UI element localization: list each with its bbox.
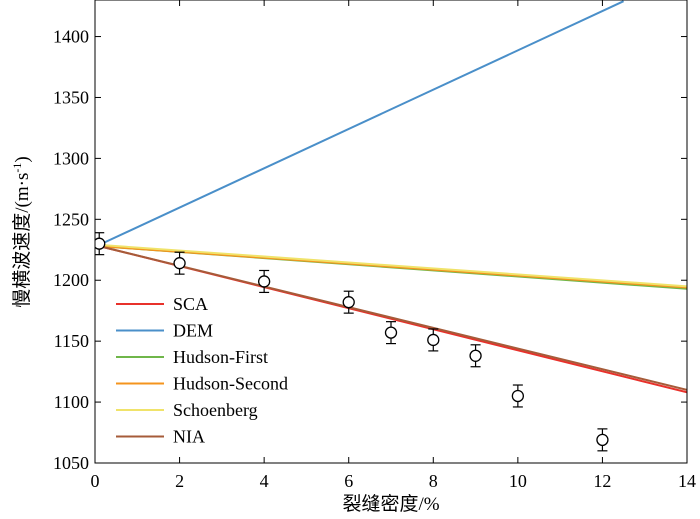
y-tick-label: 1250: [53, 209, 89, 229]
measurement-point-5: [384, 321, 398, 345]
legend-label-sca: SCA: [173, 294, 208, 314]
legend-label-dem: DEM: [173, 321, 213, 341]
x-tick-label: 0: [91, 471, 100, 491]
axes-box: [94, 0, 688, 464]
y-tick-label: 1350: [53, 87, 89, 107]
data-marker: [384, 326, 398, 339]
data-marker: [427, 333, 440, 347]
series-line-dem: [98, 0, 624, 246]
x-tick-label: 4: [260, 471, 269, 491]
measurement-point-4: [342, 290, 355, 314]
plot-area: [95, 0, 687, 452]
x-axis-label: 裂缝密度/%: [342, 493, 439, 515]
legend-item-dem: DEM: [116, 321, 213, 341]
series-line-schoenberg: [99, 243, 687, 288]
y-tick-label: 1050: [53, 453, 89, 473]
data-marker: [469, 349, 482, 362]
y-tick-label: 1300: [53, 148, 89, 168]
legend-item-schoenberg: Schoenberg: [116, 400, 258, 420]
x-tick-label: 6: [344, 471, 353, 491]
legend-item-nia: NIA: [116, 427, 205, 447]
y-axis-label-main: 慢横波速度/(m·s: [11, 173, 33, 308]
measurement-point-7: [469, 344, 482, 368]
measurement-point-6: [427, 328, 440, 352]
data-marker: [511, 389, 525, 403]
legend-item-hudson-second: Hudson-Second: [116, 374, 288, 394]
y-tick-label: 1200: [53, 270, 89, 290]
data-marker: [596, 433, 609, 447]
y-axis-label: 慢横波速度/(m·s-1): [10, 156, 33, 307]
legend: SCA DEM Hudson-First Hudson-Second Schoenber…: [116, 294, 288, 447]
x-tick-label: 10: [509, 471, 527, 491]
legend-item-hudson-first: Hudson-First: [116, 347, 268, 367]
series-line-nia: [98, 245, 687, 391]
y-tick-label: 1100: [54, 392, 89, 412]
data-marker: [342, 296, 355, 309]
x-tick-label: 8: [429, 471, 438, 491]
x-axis: 0 2 4 6 8 10 12 14: [91, 0, 696, 491]
data-marker: [95, 237, 106, 250]
legend-label-nia: NIA: [173, 427, 205, 447]
data-marker: [173, 257, 186, 270]
measurement-point-1: [95, 232, 106, 256]
x-tick-label: 12: [593, 471, 611, 491]
legend-label-schoenberg: Schoenberg: [173, 400, 258, 420]
y-tick-label: 1150: [54, 331, 89, 351]
legend-label-hudson-second: Hudson-Second: [173, 374, 288, 394]
x-tick-label: 2: [175, 471, 184, 491]
measurement-point-8: [511, 384, 525, 408]
y-tick-label: 1400: [53, 27, 89, 47]
measurement-point-9: [596, 428, 609, 452]
y-axis-label-close: ): [12, 156, 33, 162]
data-marker: [257, 275, 271, 288]
x-tick-label: 14: [678, 471, 696, 491]
y-axis-label-superscript: -1: [10, 163, 24, 173]
measurement-point-2: [173, 251, 186, 275]
series-line-hudson-second: [99, 245, 687, 289]
legend-item-sca: SCA: [116, 294, 208, 314]
y-axis: 1050 1100 1150 1200 1250 1300 1350 1400: [53, 27, 687, 473]
legend-label-hudson-first: Hudson-First: [173, 347, 268, 367]
measurement-point-3: [257, 269, 271, 294]
